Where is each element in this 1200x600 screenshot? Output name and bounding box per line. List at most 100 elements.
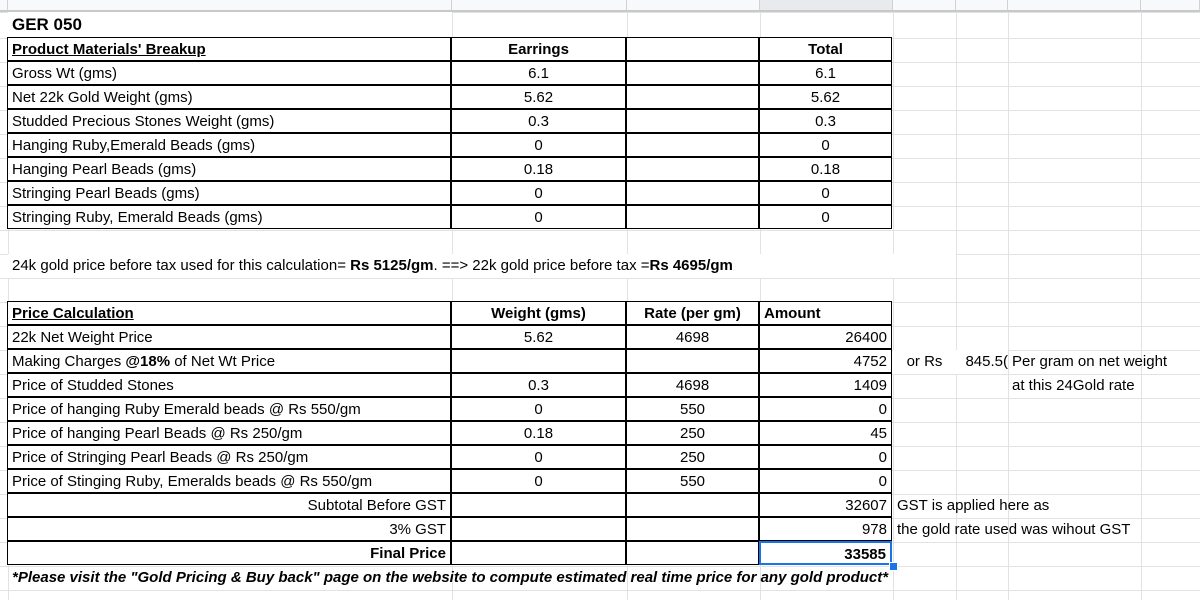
making-charges-label[interactable]: Making Charges @18% of Net Wt Price: [7, 349, 451, 373]
price-cell[interactable]: [451, 541, 626, 565]
materials-cell[interactable]: Studded Precious Stones Weight (gms): [7, 109, 451, 133]
price-header-cell[interactable]: Price Calculation: [7, 301, 451, 325]
price-cell[interactable]: 45: [759, 421, 892, 445]
price-cell[interactable]: 0: [451, 445, 626, 469]
materials-cell[interactable]: Gross Wt (gms): [7, 61, 451, 85]
materials-header-cell[interactable]: [626, 37, 759, 61]
materials-cell[interactable]: [626, 181, 759, 205]
price-cell[interactable]: 5.62: [451, 325, 626, 349]
column-header[interactable]: [8, 0, 452, 12]
materials-cell[interactable]: 5.62: [451, 85, 626, 109]
materials-cell[interactable]: Hanging Ruby,Emerald Beads (gms): [7, 133, 451, 157]
rate-note[interactable]: at this 24Gold rate: [1012, 377, 1135, 394]
materials-cell[interactable]: [626, 85, 759, 109]
price-cell[interactable]: 4698: [626, 325, 759, 349]
price-cell[interactable]: [451, 493, 626, 517]
price-cell[interactable]: [626, 517, 759, 541]
price-header-cell[interactable]: Amount: [759, 301, 892, 325]
per-gram-making-value[interactable]: 845.5(: [956, 350, 1008, 374]
price-cell[interactable]: 22k Net Weight Price: [7, 325, 451, 349]
gst-note[interactable]: GST is applied here as: [897, 497, 1050, 514]
materials-cell[interactable]: 6.1: [759, 61, 892, 85]
materials-cell[interactable]: 0: [759, 205, 892, 229]
gridline: [0, 590, 1200, 591]
materials-cell[interactable]: 6.1: [451, 61, 626, 85]
materials-cell[interactable]: [626, 205, 759, 229]
materials-header-cell[interactable]: Total: [759, 37, 892, 61]
price-cell[interactable]: 4698: [626, 373, 759, 397]
column-header[interactable]: [627, 0, 760, 12]
materials-cell[interactable]: 0: [451, 181, 626, 205]
making-label-part: @18%: [125, 353, 171, 370]
materials-header-cell[interactable]: Earrings: [451, 37, 626, 61]
price-cell[interactable]: Price of hanging Pearl Beads @ Rs 250/gm: [7, 421, 451, 445]
price-cell[interactable]: 0: [759, 397, 892, 421]
price-cell[interactable]: 550: [626, 469, 759, 493]
price-cell[interactable]: 0: [759, 445, 892, 469]
materials-cell[interactable]: 0.3: [759, 109, 892, 133]
footer-note[interactable]: *Please visit the "Gold Pricing & Buy ba…: [12, 569, 889, 586]
gridline: [956, 12, 957, 600]
price-cell[interactable]: 250: [626, 421, 759, 445]
materials-cell[interactable]: Stringing Ruby, Emerald Beads (gms): [7, 205, 451, 229]
price-cell[interactable]: Final Price: [7, 541, 451, 565]
price-cell[interactable]: 32607: [759, 493, 892, 517]
price-cell[interactable]: Price of Stringing Pearl Beads @ Rs 250/…: [7, 445, 451, 469]
materials-cell[interactable]: Net 22k Gold Weight (gms): [7, 85, 451, 109]
materials-cell[interactable]: Hanging Pearl Beads (gms): [7, 157, 451, 181]
column-header[interactable]: [1008, 0, 1141, 12]
price-header-cell[interactable]: Rate (per gm): [626, 301, 759, 325]
materials-cell[interactable]: [626, 109, 759, 133]
materials-cell[interactable]: 0.18: [451, 157, 626, 181]
price-cell[interactable]: 0: [759, 469, 892, 493]
materials-cell[interactable]: 0: [451, 133, 626, 157]
rate-note[interactable]: Per gram on net weight: [1012, 353, 1168, 370]
column-header[interactable]: [452, 0, 627, 12]
materials-cell[interactable]: [626, 133, 759, 157]
price-cell[interactable]: 250: [626, 445, 759, 469]
price-cell[interactable]: [451, 517, 626, 541]
price-cell[interactable]: 3% GST: [7, 517, 451, 541]
column-header[interactable]: [956, 0, 1008, 12]
gold-note-part: . ==> 22k gold price before tax =: [433, 257, 650, 274]
sheet-title[interactable]: GER 050: [8, 12, 452, 38]
selected-cell-final-price[interactable]: 33585: [759, 541, 892, 565]
price-cell[interactable]: 26400: [759, 325, 892, 349]
price-cell[interactable]: [626, 541, 759, 565]
price-cell[interactable]: 0: [451, 469, 626, 493]
gst-note[interactable]: the gold rate used was wihout GST: [897, 521, 1131, 538]
fill-handle[interactable]: [889, 562, 898, 571]
gold-price-note[interactable]: 24k gold price before tax used for this …: [8, 254, 956, 278]
materials-header-cell[interactable]: Product Materials' Breakup: [7, 37, 451, 61]
materials-cell[interactable]: 0: [759, 181, 892, 205]
materials-cell[interactable]: 0.3: [451, 109, 626, 133]
price-cell[interactable]: Price of Stinging Ruby, Emeralds beads @…: [7, 469, 451, 493]
price-cell[interactable]: [626, 493, 759, 517]
price-cell[interactable]: Subtotal Before GST: [7, 493, 451, 517]
materials-cell[interactable]: [626, 61, 759, 85]
materials-cell[interactable]: [626, 157, 759, 181]
column-header[interactable]: [1141, 0, 1200, 12]
price-cell[interactable]: 4752: [759, 349, 892, 373]
price-cell[interactable]: 1409: [759, 373, 892, 397]
price-cell[interactable]: [451, 349, 626, 373]
price-cell[interactable]: [626, 349, 759, 373]
price-cell[interactable]: 978: [759, 517, 892, 541]
price-cell[interactable]: 0.18: [451, 421, 626, 445]
materials-cell[interactable]: Stringing Pearl Beads (gms): [7, 181, 451, 205]
materials-cell[interactable]: 0: [759, 133, 892, 157]
price-cell[interactable]: 0.3: [451, 373, 626, 397]
column-header[interactable]: [760, 0, 893, 12]
price-cell[interactable]: Price of hanging Ruby Emerald beads @ Rs…: [7, 397, 451, 421]
column-header[interactable]: [0, 0, 8, 12]
materials-cell[interactable]: 0.18: [759, 157, 892, 181]
price-cell[interactable]: 550: [626, 397, 759, 421]
price-cell[interactable]: 0: [451, 397, 626, 421]
materials-cell[interactable]: 5.62: [759, 85, 892, 109]
price-cell[interactable]: Price of Studded Stones: [7, 373, 451, 397]
column-header[interactable]: [893, 0, 956, 12]
note-or-rs[interactable]: or Rs: [893, 350, 956, 374]
price-header-cell[interactable]: Weight (gms): [451, 301, 626, 325]
gridline: [0, 278, 1200, 279]
materials-cell[interactable]: 0: [451, 205, 626, 229]
